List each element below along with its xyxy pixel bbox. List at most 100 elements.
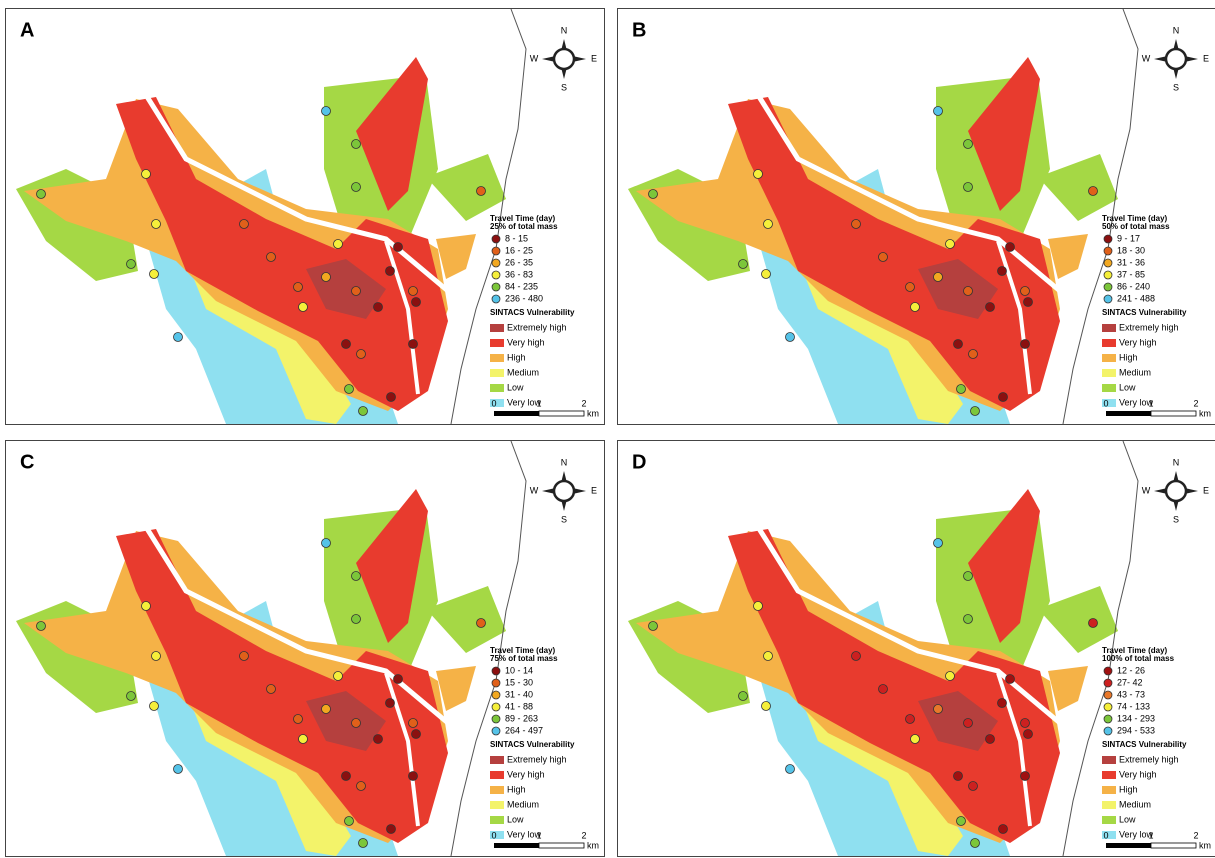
- compass-ring: [554, 481, 574, 501]
- legend-dot: [492, 295, 500, 303]
- monitoring-point: [477, 187, 486, 196]
- legend-label: 31 - 40: [505, 689, 533, 699]
- scale-white: [1151, 411, 1196, 416]
- legend-swatch: [1102, 369, 1116, 377]
- legend-label: 74 - 133: [1117, 701, 1150, 711]
- monitoring-point: [786, 333, 795, 342]
- legend-dot: [492, 727, 500, 735]
- legend-swatch: [490, 816, 504, 824]
- monitoring-point: [957, 385, 966, 394]
- monitoring-point: [986, 735, 995, 744]
- compass-w: W: [1142, 53, 1151, 63]
- compass-s: S: [561, 82, 567, 92]
- monitoring-point: [954, 340, 963, 349]
- monitoring-point: [322, 107, 331, 116]
- monitoring-point: [954, 772, 963, 781]
- monitoring-point: [911, 303, 920, 312]
- monitoring-point: [1024, 730, 1033, 739]
- legend-swatch: [490, 384, 504, 392]
- monitoring-point: [127, 260, 136, 269]
- legend-dot: [492, 247, 500, 255]
- legend-label: 26 - 35: [505, 257, 533, 267]
- monitoring-point: [762, 270, 771, 279]
- legend-dot: [1104, 679, 1112, 687]
- compass-s: S: [1173, 514, 1179, 524]
- monitoring-point: [852, 220, 861, 229]
- vulnerability-zone: [1038, 154, 1118, 221]
- monitoring-point: [1021, 719, 1030, 728]
- monitoring-point: [1089, 187, 1098, 196]
- monitoring-point: [764, 220, 773, 229]
- map-panel: DNSEWTravel Time (day)100% of total mass…: [617, 440, 1215, 857]
- map-panel: CNSEWTravel Time (day)75% of total mass1…: [5, 440, 605, 857]
- monitoring-point: [37, 190, 46, 199]
- legend-label: 31 - 36: [1117, 257, 1145, 267]
- monitoring-point: [934, 539, 943, 548]
- monitoring-point: [342, 772, 351, 781]
- compass-ring: [554, 49, 574, 69]
- legend-dot: [492, 271, 500, 279]
- legend-label: 264 - 497: [505, 725, 543, 735]
- legend-dot: [492, 715, 500, 723]
- legend-dot: [1104, 667, 1112, 675]
- scale-white: [539, 843, 584, 848]
- monitoring-point: [911, 735, 920, 744]
- monitoring-point: [334, 672, 343, 681]
- legend-label: High: [507, 352, 526, 362]
- legend-label: 241 - 488: [1117, 293, 1155, 303]
- monitoring-point: [267, 253, 276, 262]
- monitoring-point: [299, 303, 308, 312]
- compass-s: S: [1173, 82, 1179, 92]
- monitoring-point: [906, 283, 915, 292]
- legend-dot: [1104, 727, 1112, 735]
- monitoring-point: [879, 685, 888, 694]
- monitoring-point: [142, 170, 151, 179]
- monitoring-point: [352, 719, 361, 728]
- monitoring-point: [906, 715, 915, 724]
- legend-dot: [492, 235, 500, 243]
- legend-swatch: [490, 786, 504, 794]
- monitoring-point: [240, 652, 249, 661]
- monitoring-point: [152, 220, 161, 229]
- monitoring-point: [1021, 772, 1030, 781]
- vulnerability-zone: [426, 586, 506, 653]
- compass-w: W: [530, 53, 539, 63]
- legend-dot: [1104, 259, 1112, 267]
- legend-label: 36 - 83: [505, 269, 533, 279]
- legend-dot: [1104, 295, 1112, 303]
- legend-swatch: [1102, 771, 1116, 779]
- monitoring-point: [352, 183, 361, 192]
- legend-label: 18 - 30: [1117, 245, 1145, 255]
- monitoring-point: [946, 240, 955, 249]
- monitoring-point: [359, 839, 368, 848]
- monitoring-point: [852, 652, 861, 661]
- monitoring-point: [971, 839, 980, 848]
- monitoring-point: [142, 602, 151, 611]
- figure: { "compass": {"n": "N", "s": "S", "e": "…: [0, 0, 1215, 858]
- monitoring-point: [345, 817, 354, 826]
- panel-label: D: [632, 451, 646, 473]
- vulnerability-zone: [1038, 586, 1118, 653]
- monitoring-point: [964, 140, 973, 149]
- monitoring-point: [357, 782, 366, 791]
- legend-swatch: [1102, 324, 1116, 332]
- monitoring-point: [374, 735, 383, 744]
- legend-dot: [1104, 247, 1112, 255]
- compass-n: N: [1173, 457, 1180, 467]
- legend-dot: [492, 259, 500, 267]
- legend-label: Very high: [507, 337, 545, 347]
- monitoring-point: [409, 340, 418, 349]
- legend-dot: [1104, 283, 1112, 291]
- legend-dot: [1104, 271, 1112, 279]
- legend-label: 86 - 240: [1117, 281, 1150, 291]
- legend-label: Extremely high: [507, 322, 567, 332]
- monitoring-point: [322, 705, 331, 714]
- legend-dot: [492, 667, 500, 675]
- legend-label: 134 - 293: [1117, 713, 1155, 723]
- legend-label: Medium: [1119, 799, 1151, 809]
- legend-label: 89 - 263: [505, 713, 538, 723]
- legend-label: 41 - 88: [505, 701, 533, 711]
- legend-label: 43 - 73: [1117, 689, 1145, 699]
- legend-swatch: [1102, 384, 1116, 392]
- scale-tick: 0: [1103, 830, 1108, 840]
